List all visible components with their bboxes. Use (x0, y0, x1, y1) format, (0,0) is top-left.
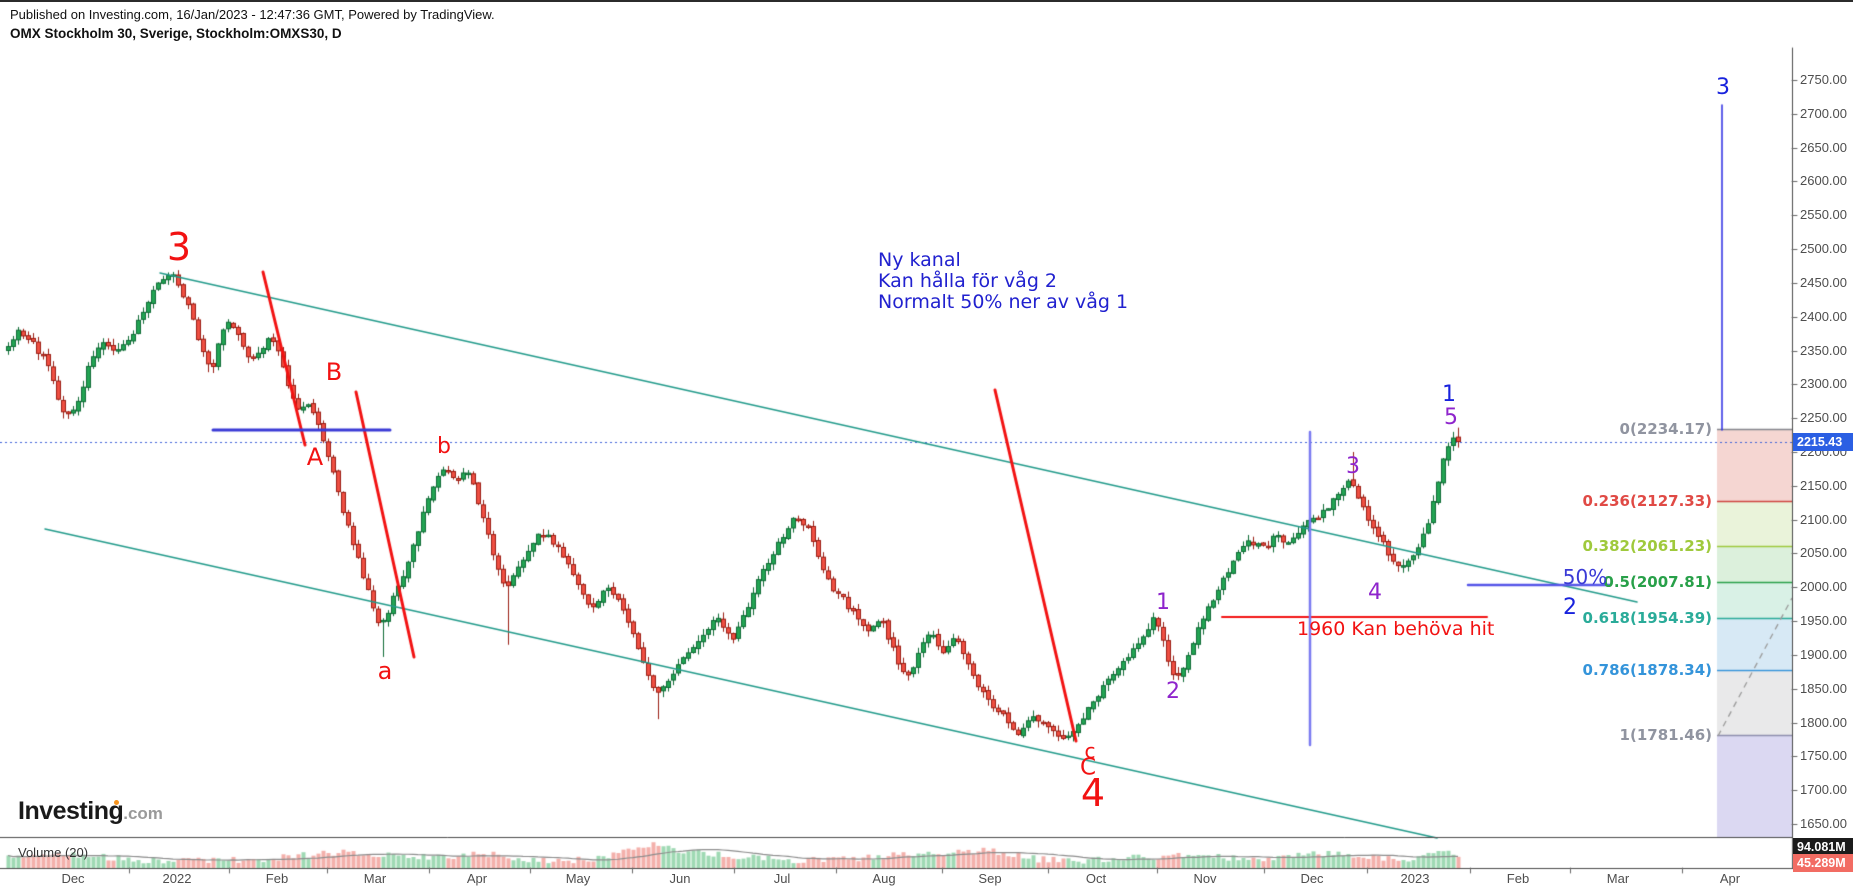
time-tick-label: Mar (363, 871, 387, 886)
time-tick-label: Aug (872, 871, 896, 886)
price-tick-label: 2750.00 (1800, 72, 1847, 87)
price-tick-label: 2400.00 (1800, 308, 1847, 324)
logo-suffix: .com (123, 804, 163, 823)
time-tick-label: Feb (1506, 871, 1530, 886)
note-1960-target[interactable]: 1960 Kan behöva hit (1297, 618, 1495, 640)
wave-label-1[interactable]: 1 (1442, 382, 1456, 407)
logo-orange-dot-icon (114, 800, 119, 805)
instrument-title: OMX Stockholm 30, Sverige, Stockholm:OMX… (10, 26, 342, 41)
wave-label-3[interactable]: 3 (1716, 75, 1730, 100)
fib-level-label: 0.618(1954.39) (1582, 609, 1712, 628)
fib-level-label: 0.5(2007.81) (1603, 572, 1712, 591)
price-tick-label: 1950.00 (1800, 613, 1847, 629)
wave-label-a[interactable]: a (377, 657, 393, 685)
time-tick-label: Dec (61, 871, 85, 886)
time-tick-label: Dec (1300, 871, 1324, 886)
wave-label-b[interactable]: b (437, 434, 451, 459)
time-tick-label: May (565, 871, 591, 886)
price-tick-label: 1650.00 (1800, 815, 1847, 831)
price-tick-label: 2350.00 (1800, 342, 1847, 358)
wave-label-50%[interactable]: 50% (1562, 565, 1608, 589)
fib-level-label: 1(1781.46) (1619, 726, 1712, 745)
wave-label-3[interactable]: 3 (166, 225, 192, 269)
wave-label-5[interactable]: 5 (1444, 405, 1458, 430)
time-tick-label: 2023 (1400, 871, 1430, 886)
fib-level-label: 0.382(2061.23) (1582, 536, 1712, 555)
logo-brand: Investing (18, 797, 124, 825)
price-tick-label: 2100.00 (1800, 511, 1847, 527)
price-tick-label: 1850.00 (1800, 680, 1847, 696)
wave-label-A[interactable]: A (306, 443, 324, 471)
price-tick-label: 2050.00 (1800, 545, 1847, 561)
wave-label-3[interactable]: 3 (1346, 454, 1360, 479)
price-tick-label: 1700.00 (1800, 782, 1847, 798)
price-tick-label: 1800.00 (1800, 714, 1847, 730)
price-tick-label: 1750.00 (1800, 748, 1847, 764)
price-tick-label: 2500.00 (1800, 241, 1847, 257)
price-tick-label: 2300.00 (1800, 376, 1847, 392)
price-tick-label: 2650.00 (1800, 139, 1847, 155)
price-tick-label: 2600.00 (1800, 173, 1847, 189)
note-ny-kanal[interactable]: Ny kanal Kan hålla för våg 2 Normalt 50%… (878, 249, 1129, 313)
price-tick-label: 2000.00 (1800, 579, 1847, 595)
wave-label-2[interactable]: 2 (1166, 679, 1180, 704)
price-tick-label: 2150.00 (1800, 477, 1847, 493)
volume-ma-badge: 94.081M (1793, 838, 1853, 856)
time-tick-label: Oct (1085, 871, 1107, 886)
last-price-badge: 2215.43 (1793, 432, 1853, 451)
price-tick-label: 1900.00 (1800, 646, 1847, 662)
fib-level-label: 0.786(1878.34) (1582, 660, 1712, 679)
time-tick-label: Apr (466, 871, 488, 886)
wave-label-4[interactable]: 4 (1080, 771, 1106, 815)
fib-level-label: 0(2234.17) (1619, 419, 1712, 438)
wave-label-C[interactable]: C (1079, 754, 1097, 781)
time-tick-label: Mar (1606, 871, 1630, 886)
fib-level-label: 0.236(2127.33) (1582, 492, 1712, 511)
time-tick-label: Apr (1719, 871, 1741, 886)
wave-label-2[interactable]: 2 (1563, 595, 1577, 620)
publish-line: Published on Investing.com, 16/Jan/2023 … (10, 7, 495, 22)
price-tick-label: 2250.00 (1800, 410, 1847, 426)
wave-label-4[interactable]: 4 (1368, 580, 1382, 605)
time-tick-label: Nov (1193, 871, 1217, 886)
volume-last-badge: 45.289M (1793, 854, 1853, 872)
price-tick-label: 2700.00 (1800, 105, 1847, 121)
volume-indicator-label[interactable]: Volume (20) (18, 845, 89, 860)
time-tick-label: 2022 (162, 871, 192, 886)
time-tick-label: Sep (978, 871, 1002, 886)
time-tick-label: Jun (669, 871, 691, 886)
price-tick-label: 2550.00 (1800, 207, 1847, 223)
wave-label-1[interactable]: 1 (1156, 590, 1170, 615)
investing-logo: Investing.com (18, 797, 163, 826)
wave-label-B[interactable]: B (325, 358, 343, 386)
time-tick-label: Feb (265, 871, 289, 886)
time-tick-label: Jul (773, 871, 791, 886)
price-tick-label: 2450.00 (1800, 274, 1847, 290)
wave-label-c[interactable]: c (1084, 739, 1096, 763)
